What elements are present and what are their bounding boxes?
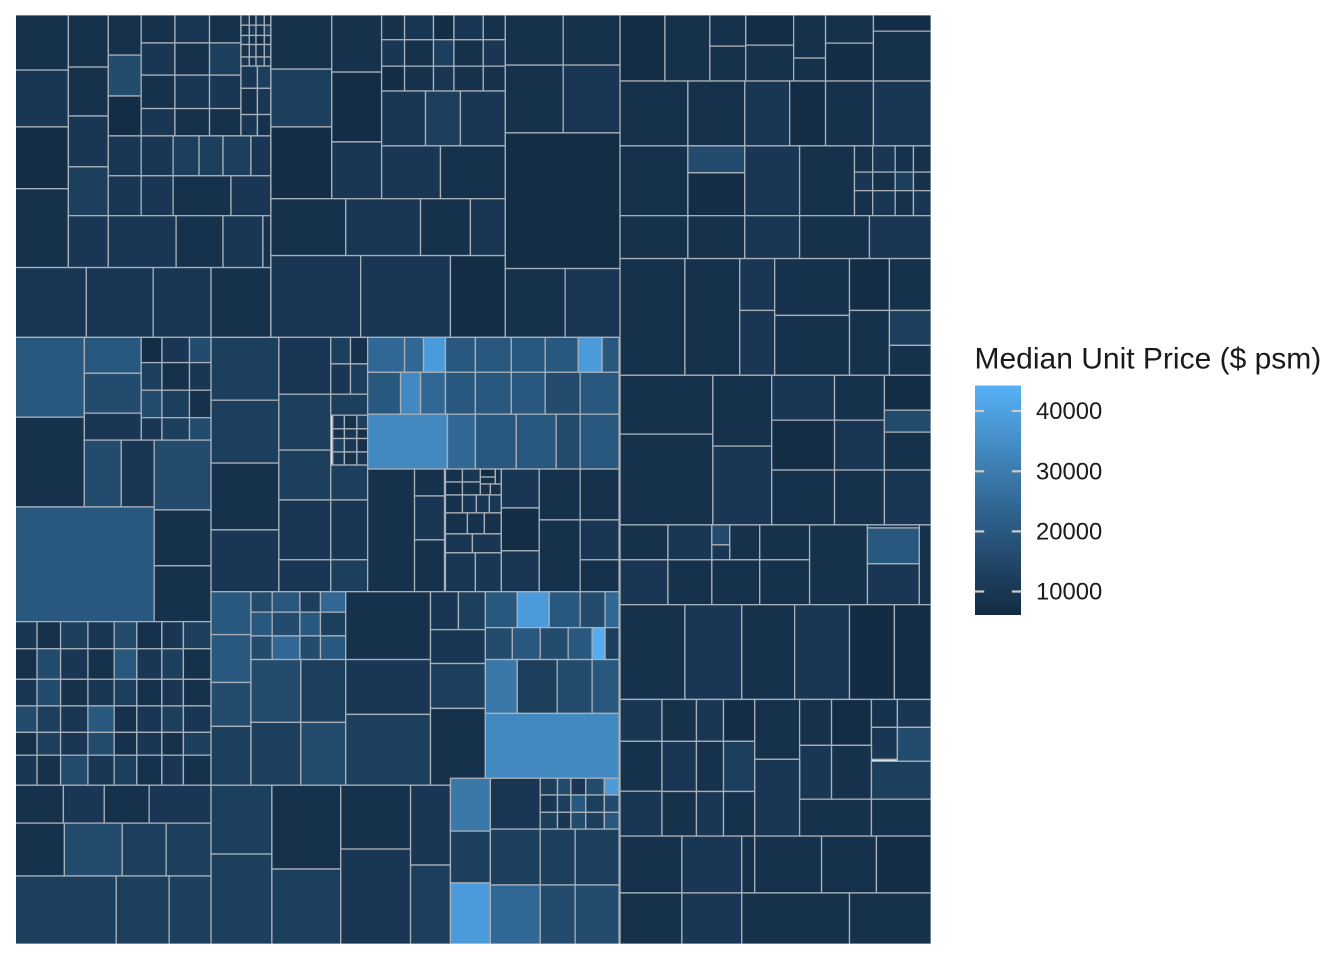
svg-text:20000: 20000 (1036, 519, 1102, 546)
svg-text:40000: 40000 (1036, 398, 1102, 425)
svg-text:Median Unit Price ($ psm): Median Unit Price ($ psm) (975, 342, 1322, 375)
svg-text:10000: 10000 (1036, 579, 1102, 606)
svg-text:30000: 30000 (1036, 459, 1102, 486)
